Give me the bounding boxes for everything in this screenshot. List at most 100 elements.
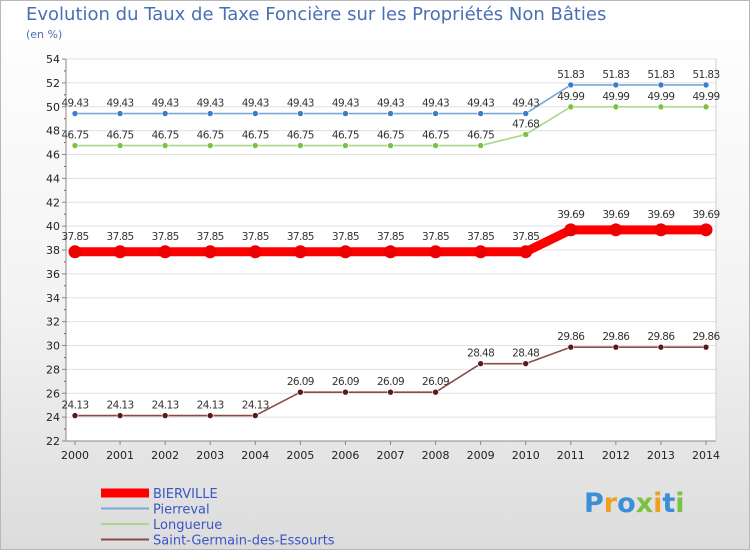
data-point bbox=[699, 223, 713, 237]
data-label: 24.13 bbox=[242, 400, 269, 412]
data-label: 51.83 bbox=[557, 69, 584, 81]
x-tick-label: 2000 bbox=[61, 449, 89, 462]
data-label: 39.69 bbox=[557, 209, 584, 221]
x-tick-label: 2001 bbox=[106, 449, 134, 462]
series-layer bbox=[68, 81, 713, 419]
data-point bbox=[609, 223, 623, 237]
data-label: 51.83 bbox=[602, 69, 629, 81]
data-label: 49.43 bbox=[287, 98, 314, 110]
legend: BIERVILLEPierrevalLonguerueSaint-Germain… bbox=[101, 487, 335, 549]
data-point bbox=[657, 81, 665, 89]
data-point bbox=[248, 245, 262, 259]
data-label: 49.43 bbox=[467, 98, 494, 110]
data-point bbox=[567, 343, 575, 351]
data-label: 37.85 bbox=[61, 231, 88, 243]
data-label: 37.85 bbox=[242, 231, 269, 243]
data-point bbox=[342, 388, 349, 396]
x-tick-label: 2014 bbox=[692, 449, 720, 462]
data-point bbox=[297, 142, 304, 149]
data-point bbox=[206, 142, 214, 149]
data-label: 49.43 bbox=[197, 98, 224, 110]
y-tick-label: 50 bbox=[46, 101, 60, 114]
series-bierville bbox=[68, 223, 713, 259]
data-point bbox=[342, 110, 349, 117]
data-point bbox=[71, 110, 79, 117]
data-point bbox=[657, 343, 665, 351]
data-label: 26.09 bbox=[287, 376, 314, 388]
data-label: 28.48 bbox=[467, 348, 494, 360]
data-label: 37.85 bbox=[467, 231, 494, 243]
data-point bbox=[71, 412, 79, 419]
data-point bbox=[387, 142, 394, 149]
x-tick-label: 2008 bbox=[422, 449, 450, 462]
data-point bbox=[654, 223, 668, 237]
data-label: 29.86 bbox=[602, 331, 630, 343]
x-tick-label: 2002 bbox=[151, 449, 179, 462]
series-saint-germain-des-essourts bbox=[71, 343, 710, 419]
data-point bbox=[206, 110, 214, 117]
data-point bbox=[387, 388, 394, 396]
chart-unit-label: (en %) bbox=[26, 28, 63, 41]
data-label: 37.85 bbox=[287, 231, 314, 243]
data-label: 26.09 bbox=[332, 376, 359, 388]
data-point bbox=[206, 412, 214, 419]
data-point bbox=[432, 110, 439, 117]
data-point bbox=[297, 110, 304, 117]
data-point bbox=[522, 110, 530, 117]
series-longuerue bbox=[71, 103, 710, 149]
data-point bbox=[519, 245, 533, 259]
data-point bbox=[71, 142, 79, 149]
y-tick-label: 28 bbox=[46, 363, 60, 376]
y-tick-label: 36 bbox=[46, 268, 60, 281]
data-point bbox=[564, 223, 578, 237]
data-label: 29.86 bbox=[647, 331, 675, 343]
x-tick-label: 2010 bbox=[512, 449, 540, 462]
data-point bbox=[702, 343, 710, 351]
x-tick-label: 2003 bbox=[196, 449, 224, 462]
y-tick-label: 24 bbox=[46, 411, 60, 424]
data-point bbox=[158, 245, 172, 259]
data-label: 37.85 bbox=[197, 231, 224, 243]
logo-letter: x bbox=[635, 488, 654, 519]
data-point bbox=[251, 412, 259, 419]
data-label: 29.86 bbox=[557, 331, 585, 343]
logo-letter: r bbox=[603, 488, 618, 519]
data-label: 47.68 bbox=[512, 118, 539, 130]
logo-letter: i bbox=[675, 488, 685, 519]
y-tick-label: 34 bbox=[46, 292, 60, 305]
data-label: 46.75 bbox=[107, 130, 134, 142]
data-label: 37.85 bbox=[107, 231, 134, 243]
data-point bbox=[203, 245, 217, 259]
legend-label-longuerue: Longuerue bbox=[153, 518, 222, 533]
data-label: 46.75 bbox=[61, 130, 88, 142]
data-label: 26.09 bbox=[422, 376, 449, 388]
data-point bbox=[161, 110, 169, 117]
data-label: 49.99 bbox=[557, 91, 584, 103]
logo-letter: i bbox=[653, 488, 663, 519]
logo-letter: t bbox=[662, 488, 676, 519]
y-tick-label: 26 bbox=[46, 387, 60, 400]
y-tick-label: 54 bbox=[46, 53, 60, 66]
data-label: 49.43 bbox=[107, 98, 134, 110]
y-tick-label: 30 bbox=[46, 340, 60, 353]
x-tick-label: 2007 bbox=[377, 449, 405, 462]
data-point bbox=[161, 142, 169, 149]
proxiti-logo: Proxiti bbox=[584, 488, 685, 519]
x-tick-label: 2012 bbox=[602, 449, 630, 462]
data-point bbox=[116, 110, 124, 117]
data-label: 24.13 bbox=[107, 400, 134, 412]
data-label: 24.13 bbox=[197, 400, 224, 412]
data-label: 26.09 bbox=[377, 376, 404, 388]
data-point bbox=[612, 343, 620, 351]
data-label: 46.75 bbox=[422, 130, 449, 142]
value-labels: 37.85 37.85 37.85 37.85 37.85 37.85 37.85 37.85… bbox=[61, 69, 721, 412]
legend-label-saint-germain-des-essourts: Saint-Germain-des-Essourts bbox=[153, 534, 335, 549]
y-tick-label: 38 bbox=[46, 244, 60, 257]
data-label: 46.75 bbox=[197, 130, 224, 142]
x-tick-label: 2009 bbox=[467, 449, 495, 462]
data-point bbox=[567, 103, 575, 111]
y-tick-label: 46 bbox=[46, 149, 60, 162]
chart-title: Evolution du Taux de Taxe Foncière sur l… bbox=[26, 4, 607, 25]
data-label: 49.99 bbox=[602, 91, 629, 103]
